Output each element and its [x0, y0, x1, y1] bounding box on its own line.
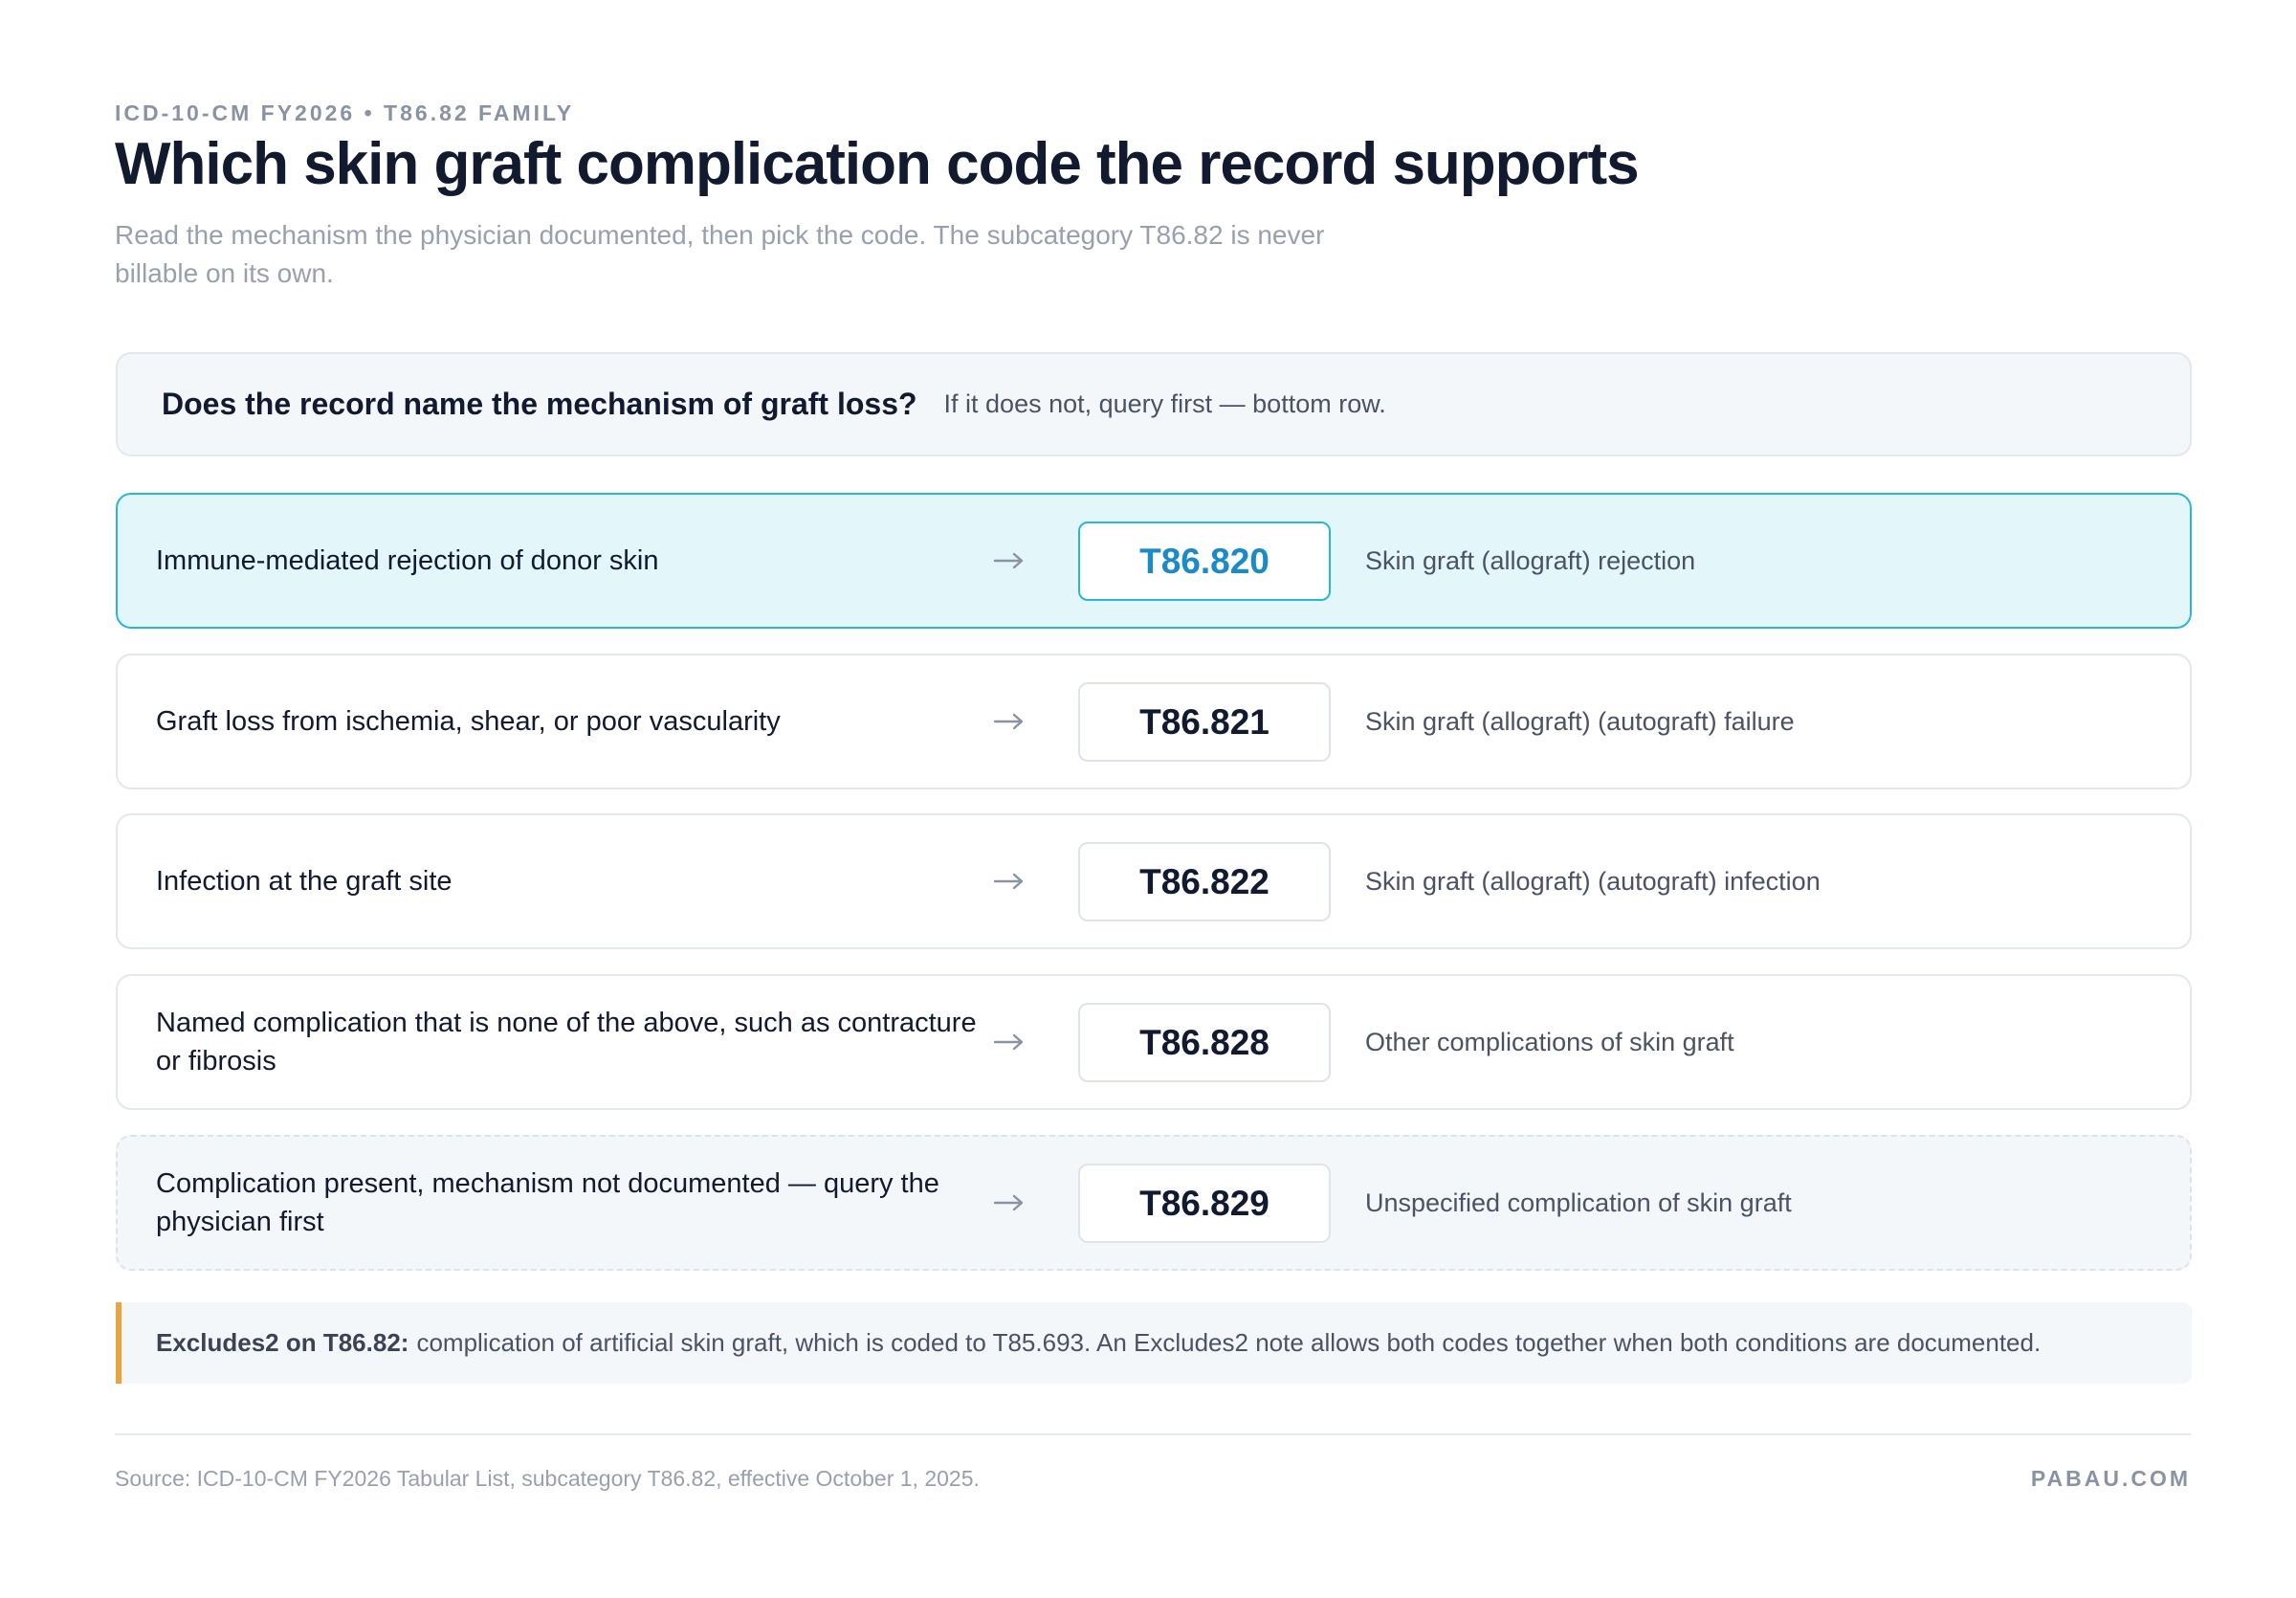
source: Source: ICD-10-CM FY2026 Tabular List, s…	[115, 1466, 980, 1491]
title: Which skin graft complication code the r…	[115, 131, 1640, 197]
code: T86.829	[1078, 1164, 1331, 1243]
code-description: Skin graft (allograft) (autograft) failu…	[1365, 706, 1795, 736]
code-description: Other complications of skin graft	[1365, 1027, 1734, 1056]
arrow-icon	[993, 1194, 1024, 1211]
note-label: Excludes2 on T86.82:	[156, 1328, 409, 1357]
code-row: Infection at the graft site T86.822 Skin g…	[116, 813, 2192, 949]
condition: Infection at the graft site	[156, 866, 453, 897]
code: T86.820	[1078, 522, 1331, 601]
question-box: Does the record name the mechanism of gr…	[116, 352, 2192, 456]
condition: Graft loss from ischemia, shear, or poor…	[156, 706, 781, 737]
eyebrow: ICD-10-CM FY2026 • T86.82 FAMILY	[115, 100, 575, 125]
condition: Named complication that is none of the a…	[156, 1008, 977, 1076]
condition: Complication present, mechanism not docu…	[156, 1168, 939, 1237]
condition: Immune-mediated rejection of donor skin	[156, 545, 659, 576]
code: T86.828	[1078, 1003, 1331, 1082]
code-description: Skin graft (allograft) (autograft) infec…	[1365, 866, 1821, 896]
note: Excludes2 on T86.82: complication of arti…	[116, 1302, 2192, 1384]
code: T86.821	[1078, 682, 1331, 762]
arrow-icon	[993, 1033, 1024, 1051]
subtitle: Read the mechanism the physician documen…	[115, 220, 1325, 288]
code-row: Named complication that is none of the a…	[116, 974, 2192, 1110]
arrow-icon	[993, 873, 1024, 890]
code-description: Unspecified complication of skin graft	[1365, 1187, 1792, 1217]
code-description: Skin graft (allograft) rejection	[1365, 545, 1696, 575]
question: Does the record name the mechanism of gr…	[162, 387, 917, 421]
code-row: Complication present, mechanism not docu…	[116, 1135, 2192, 1271]
code: T86.822	[1078, 842, 1331, 921]
note-text: complication of artificial skin graft, w…	[416, 1328, 2042, 1357]
brand: PABAU.COM	[2030, 1466, 2191, 1491]
arrow-icon	[993, 552, 1024, 569]
code-row: Immune-mediated rejection of donor skin T…	[116, 493, 2192, 629]
arrow-icon	[993, 713, 1024, 730]
question-hint: If it does not, query first — bottom row…	[943, 389, 1386, 418]
code-row: Graft loss from ischemia, shear, or poor…	[116, 654, 2192, 789]
divider	[115, 1433, 2191, 1435]
